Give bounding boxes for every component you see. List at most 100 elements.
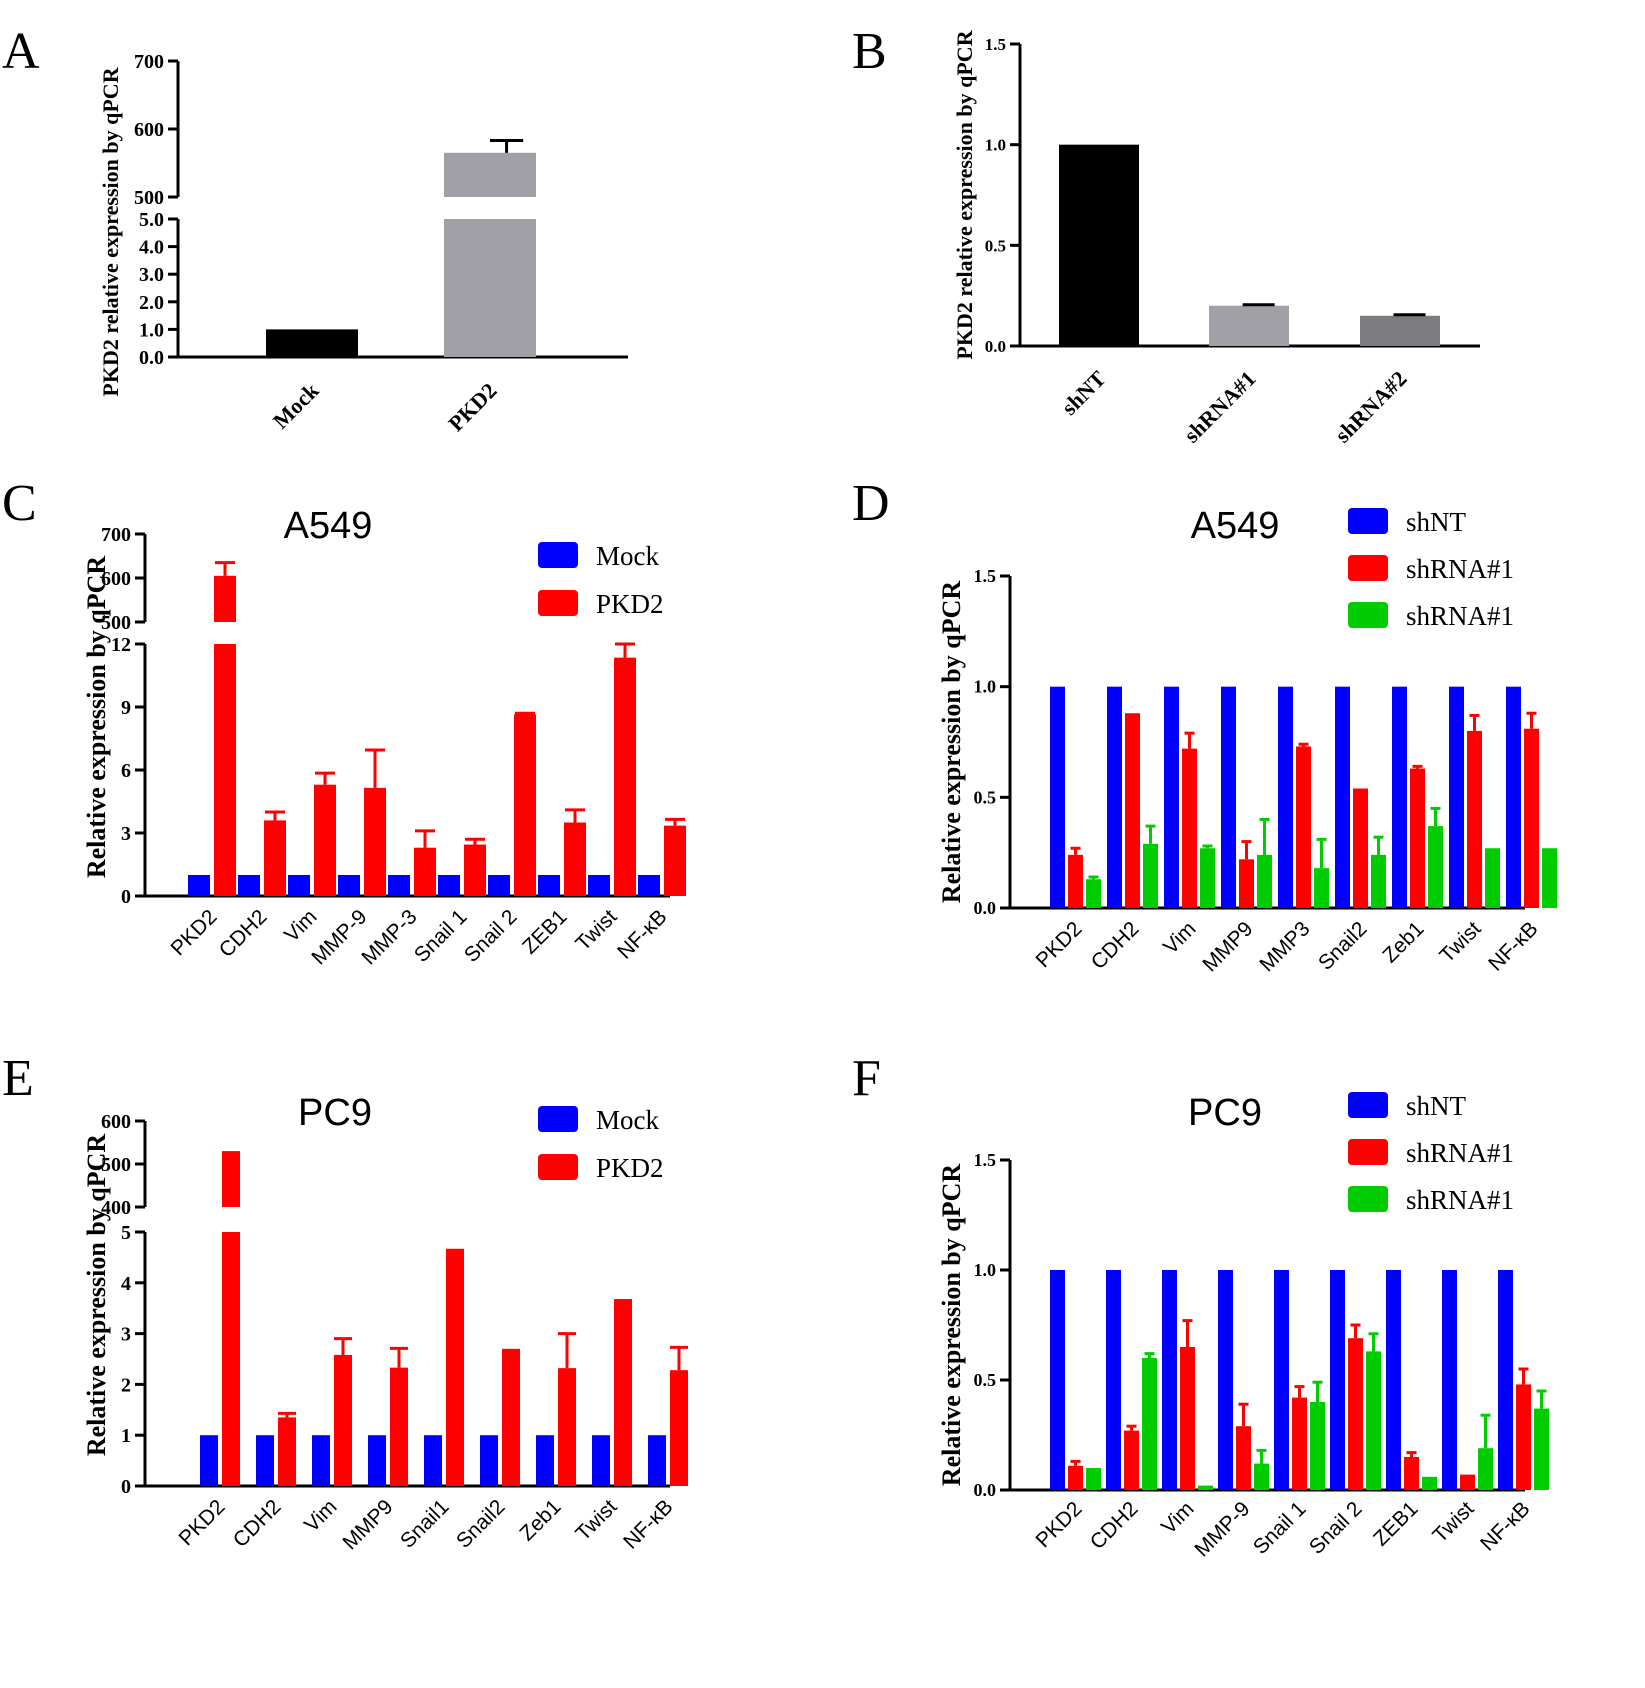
y-tick-label: 1.5 bbox=[985, 35, 1006, 54]
category-label: Zeb1 bbox=[1378, 917, 1428, 967]
bar bbox=[1274, 1270, 1289, 1490]
bar bbox=[1050, 1270, 1065, 1490]
y-tick-label: 0.5 bbox=[985, 236, 1006, 255]
bar bbox=[1371, 854, 1386, 908]
bar-lower-segment bbox=[222, 1232, 240, 1486]
bar bbox=[1059, 144, 1139, 346]
category-label: shRNA#1 bbox=[1179, 366, 1261, 448]
y-tick-label: 4.0 bbox=[139, 237, 164, 259]
legend-swatch bbox=[538, 542, 578, 568]
chart-title: PC9 bbox=[1188, 1092, 1262, 1134]
category-label: Vim bbox=[280, 905, 322, 947]
y-tick-label: 5 bbox=[121, 1222, 131, 1244]
category-label: ZEB1 bbox=[1369, 1497, 1422, 1550]
bar bbox=[1278, 686, 1293, 908]
bar bbox=[1335, 686, 1350, 908]
y-tick-label: 3 bbox=[121, 823, 131, 845]
category-label: MMP9 bbox=[1198, 917, 1257, 976]
category-label: Snail 1 bbox=[410, 905, 472, 967]
y-tick-label: 5.0 bbox=[139, 209, 164, 231]
bar bbox=[1428, 826, 1443, 908]
category-label: CDH2 bbox=[1087, 917, 1144, 974]
y-tick-label: 1.0 bbox=[139, 319, 164, 341]
y-tick-label: 12 bbox=[111, 634, 131, 656]
category-label: NF-κB bbox=[619, 1495, 677, 1553]
y-tick-label: 700 bbox=[101, 524, 131, 546]
bar bbox=[1125, 713, 1140, 908]
category-label: Mock bbox=[268, 377, 324, 433]
y-tick-label: 3.0 bbox=[139, 264, 164, 286]
bar bbox=[446, 1248, 464, 1486]
bar bbox=[334, 1354, 352, 1486]
category-label: PKD2 bbox=[174, 1495, 229, 1550]
bar bbox=[388, 875, 410, 896]
category-label: Vim bbox=[1157, 1497, 1199, 1539]
category-label: shNT bbox=[1057, 366, 1111, 420]
bar bbox=[502, 1348, 520, 1486]
legend-label: PKD2 bbox=[596, 1153, 664, 1183]
panel-letter: B bbox=[852, 23, 887, 80]
bar bbox=[1366, 1351, 1381, 1490]
category-label: Twist bbox=[1435, 917, 1485, 967]
bar bbox=[564, 822, 586, 896]
bar bbox=[1086, 1468, 1101, 1490]
bar bbox=[1198, 1485, 1213, 1490]
chart-panel-d: D A549 Relative expression by qPCR 0.0 0.5 1.… bbox=[852, 475, 1557, 976]
bar bbox=[1485, 848, 1500, 908]
bar bbox=[288, 875, 310, 896]
category-label: MMP9 bbox=[338, 1495, 397, 1554]
chart-title: A549 bbox=[1191, 505, 1280, 547]
bar bbox=[424, 1435, 442, 1486]
bar bbox=[438, 875, 460, 896]
legend-label: shRNA#1 bbox=[1406, 1185, 1514, 1215]
category-label: Vim bbox=[300, 1495, 342, 1537]
y-tick-label: 4 bbox=[121, 1273, 131, 1295]
bar bbox=[256, 1435, 274, 1486]
category-label: Vim bbox=[1159, 917, 1201, 959]
y-tick-label: 1.5 bbox=[974, 566, 997, 586]
chart-title: A549 bbox=[284, 505, 373, 547]
bar bbox=[1534, 1408, 1549, 1490]
bar bbox=[1404, 1457, 1419, 1490]
category-label: PKD2 bbox=[1031, 1497, 1086, 1552]
bar bbox=[390, 1367, 408, 1486]
bar bbox=[558, 1368, 576, 1486]
bar bbox=[536, 1435, 554, 1486]
y-tick-label: 2 bbox=[121, 1374, 131, 1396]
category-label: NF-κB bbox=[1484, 917, 1542, 975]
bar bbox=[1239, 859, 1254, 908]
bar bbox=[592, 1435, 610, 1486]
y-tick-label: 0.0 bbox=[985, 337, 1006, 356]
y-tick-label: 1.0 bbox=[985, 136, 1006, 155]
bar bbox=[1292, 1397, 1307, 1490]
legend-swatch bbox=[538, 590, 578, 616]
y-tick-label: 0.5 bbox=[974, 787, 997, 807]
panel-letter: D bbox=[852, 475, 890, 532]
bar bbox=[1218, 1270, 1233, 1490]
category-label: CDH2 bbox=[229, 1495, 286, 1552]
bar bbox=[1050, 686, 1065, 908]
bar bbox=[1478, 1448, 1493, 1490]
legend-swatch bbox=[1348, 602, 1388, 628]
category-label: shRNA#2 bbox=[1330, 366, 1412, 448]
bar bbox=[1449, 686, 1464, 908]
bar bbox=[1143, 843, 1158, 908]
y-tick-label: 3 bbox=[121, 1324, 131, 1346]
bar bbox=[414, 847, 436, 896]
y-tick-label: 700 bbox=[134, 51, 164, 73]
bar-upper-segment bbox=[444, 152, 536, 197]
bar bbox=[188, 875, 210, 896]
bar bbox=[1254, 1463, 1269, 1490]
y-tick-label: 0.5 bbox=[974, 1370, 997, 1390]
bar bbox=[588, 875, 610, 896]
category-label: MMP-3 bbox=[357, 905, 421, 969]
chart-panel-c: C A549 Relative expression by qPCR 0 3 6 9 1250… bbox=[2, 475, 686, 969]
y-axis-label: PKD2 relative expression by qPCR bbox=[98, 66, 123, 396]
y-tick-label: 0.0 bbox=[139, 347, 164, 369]
chart-panel-e: E PC9 Relative expression by qPCR 0 1 2 3 4 5 400… bbox=[2, 1050, 688, 1554]
legend-swatch bbox=[1348, 1139, 1388, 1165]
bar-upper-segment bbox=[214, 575, 236, 622]
bar bbox=[538, 875, 560, 896]
bar bbox=[1296, 746, 1311, 908]
